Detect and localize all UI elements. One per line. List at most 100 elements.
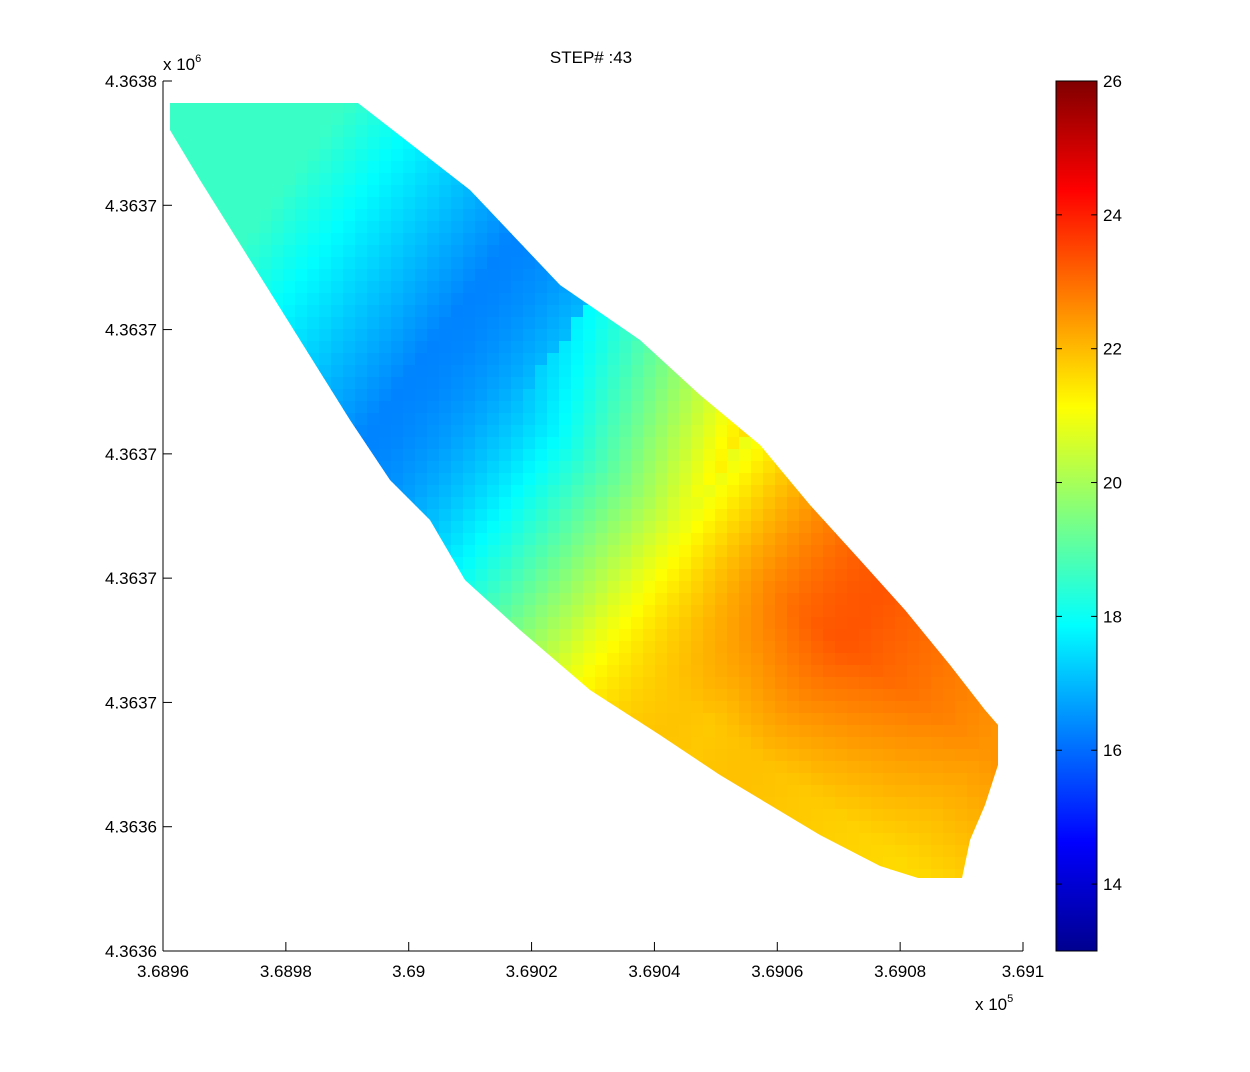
heatmap-cell [295,305,308,318]
heatmap-cell [931,761,944,774]
heatmap-cell [727,497,740,510]
heatmap-cell [763,557,776,570]
heatmap-cell [451,341,464,354]
heatmap-cell [487,509,500,522]
heatmap-cell [511,557,524,570]
heatmap-cell [727,713,740,726]
heatmap-cell [319,221,332,234]
heatmap-cell [631,653,644,666]
heatmap-cell [895,821,908,834]
heatmap-cell [367,197,380,210]
heatmap-cell [463,413,476,426]
heatmap-cell [355,103,368,114]
heatmap-cell [967,701,980,714]
heatmap-cell [595,401,608,414]
heatmap-cell [847,701,860,714]
heatmap-cell [331,185,344,198]
heatmap-cell [391,185,404,198]
heatmap-cell [703,725,716,738]
heatmap-cell [355,125,368,138]
heatmap-cell [607,581,620,594]
heatmap-cell [583,641,596,654]
heatmap-cell [235,197,248,210]
heatmap-cell [667,521,680,534]
heatmap-cell [775,761,788,774]
heatmap-cell [691,641,704,654]
heatmap-cell [439,281,452,294]
heatmap-cell [235,125,248,138]
heatmap-cell [895,701,908,714]
heatmap-cell [691,725,704,738]
heatmap-cell [439,485,452,498]
heatmap-cell [967,713,980,726]
heatmap-cell [391,389,404,402]
heatmap-cell [331,103,344,114]
heatmap-cell [727,593,740,606]
heatmap-cell [655,617,668,630]
heatmap-cell [859,605,872,618]
heatmap-cell [667,389,680,402]
heatmap-cell [607,617,620,630]
heatmap-cell [355,209,368,222]
heatmap-cell [943,821,956,834]
heatmap-cell [355,233,368,246]
heatmap-cell [787,677,800,690]
heatmap-cell [931,833,944,846]
heatmap-cell [427,341,440,354]
heatmap-cell [847,761,860,774]
heatmap-cell [727,701,740,714]
heatmap-cell [367,185,380,198]
heatmap-cell [775,737,788,750]
heatmap-cell [511,497,524,510]
heatmap-cell [271,137,284,150]
heatmap-cell [943,713,956,726]
heatmap-cell [355,197,368,210]
heatmap-cell [595,497,608,510]
heatmap-cell [919,701,932,714]
heatmap-cell [451,533,464,546]
heatmap-cell [919,665,932,678]
heatmap-cell [643,509,656,522]
heatmap-cell [751,617,764,630]
heatmap-cell [667,725,680,738]
heatmap-cell [571,521,584,534]
heatmap-cell [535,281,548,294]
heatmap-cell [835,605,848,618]
heatmap-cell [691,593,704,606]
heatmap-cell [679,521,692,534]
heatmap-cell [811,749,824,762]
heatmap-cell [751,461,764,474]
heatmap-cell [787,521,800,534]
heatmap-cell [379,233,392,246]
heatmap-cell [379,317,392,330]
heatmap-cell [439,317,452,330]
heatmap-cell [571,605,584,618]
heatmap-cell [271,197,284,210]
heatmap-cell [823,701,836,714]
heatmap-cell [415,197,428,210]
heatmap-cell [547,425,560,438]
heatmap-cell [895,665,908,678]
heatmap-cell [271,233,284,246]
heatmap-cell [943,689,956,702]
heatmap-cell [811,605,824,618]
heatmap-cell [367,413,380,426]
heatmap-cell [607,353,620,366]
heatmap-cell [871,761,884,774]
heatmap-cell [259,197,272,210]
heatmap-cell [391,449,404,462]
heatmap-cell [511,269,524,282]
heatmap-cell [583,377,596,390]
heatmap-cell [859,761,872,774]
heatmap-cell [523,317,536,330]
heatmap-cell [739,485,752,498]
heatmap-cell [643,641,656,654]
heatmap-cell [439,425,452,438]
heatmap-cell [823,737,836,750]
heatmap-cell [583,353,596,366]
heatmap-cell [643,425,656,438]
heatmap-cell [463,485,476,498]
heatmap-cell [631,557,644,570]
heatmap-cell [799,761,812,774]
